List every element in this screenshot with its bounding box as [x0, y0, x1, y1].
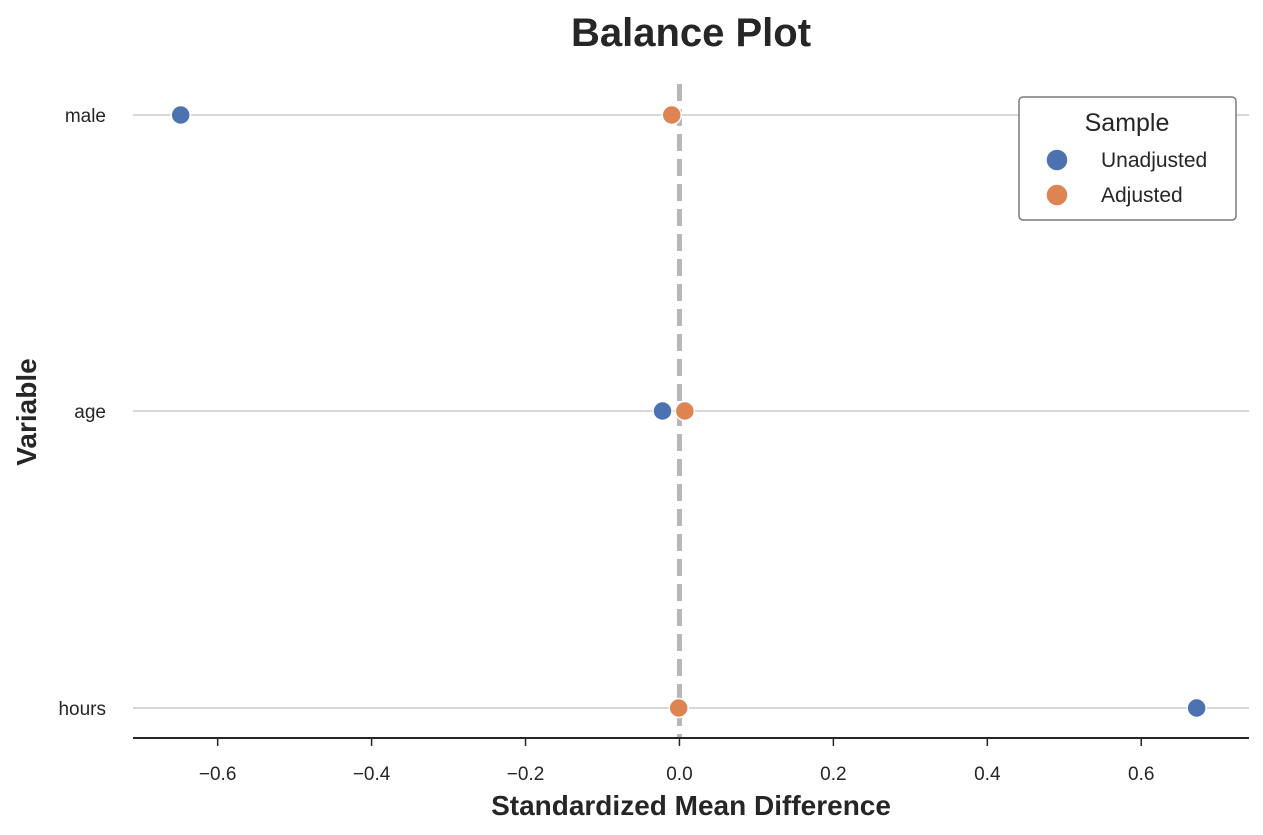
y-tick-label-hours: hours	[58, 699, 106, 720]
point-unadjusted-hours	[1186, 697, 1207, 719]
point-adjusted-hours	[668, 697, 689, 719]
point-adjusted-male	[661, 104, 683, 126]
legend-label-unadjusted: Unadjusted	[1101, 149, 1207, 172]
y-tick-label-male: male	[65, 106, 106, 127]
y-axis-ticks: male age hours	[58, 106, 106, 720]
x-tick-label: −0.2	[507, 764, 545, 785]
point-adjusted-age	[674, 400, 696, 422]
legend-marker-adjusted	[1045, 183, 1069, 207]
legend: Sample Unadjusted Adjusted	[1018, 96, 1237, 221]
y-tick-label-age: age	[74, 402, 106, 423]
legend-title: Sample	[1085, 109, 1170, 137]
chart-title: Balance Plot	[571, 11, 811, 55]
x-tick-label: −0.4	[353, 764, 391, 785]
x-axis-ticks: −0.6 −0.4 −0.2 0.0 0.2 0.4 0.6	[199, 738, 1154, 785]
legend-label-adjusted: Adjusted	[1101, 184, 1183, 207]
legend-frame	[1018, 96, 1237, 221]
point-unadjusted-male	[170, 104, 191, 126]
x-axis-label: Standardized Mean Difference	[491, 790, 891, 821]
point-unadjusted-age	[652, 400, 673, 422]
data-points	[170, 104, 1207, 719]
x-tick-label: 0.4	[974, 764, 1001, 785]
x-tick-label: 0.6	[1128, 764, 1154, 785]
x-tick-label: 0.2	[820, 764, 846, 785]
x-tick-label: −0.6	[199, 764, 237, 785]
legend-marker-unadjusted	[1045, 148, 1069, 172]
x-tick-label: 0.0	[666, 764, 692, 785]
y-axis-label: Variable	[11, 358, 42, 465]
